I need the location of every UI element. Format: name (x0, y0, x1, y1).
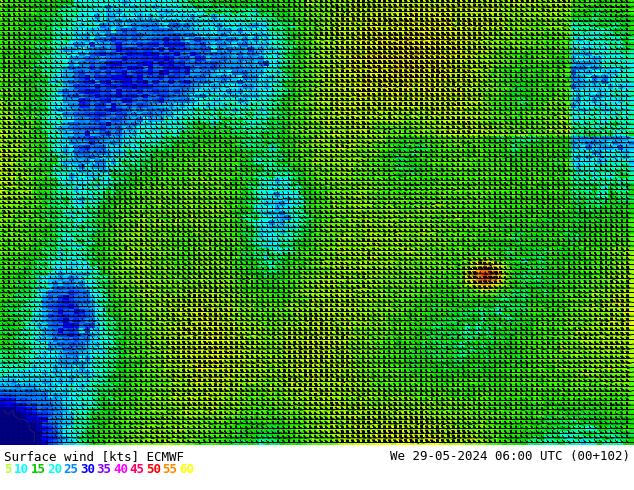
Text: Surface wind [kts] ECMWF: Surface wind [kts] ECMWF (4, 450, 184, 463)
Text: 5: 5 (4, 463, 11, 476)
Text: 15: 15 (30, 463, 46, 476)
Text: 25: 25 (63, 463, 79, 476)
Text: 60: 60 (179, 463, 194, 476)
Text: 55: 55 (162, 463, 178, 476)
Text: 45: 45 (129, 463, 145, 476)
Text: 35: 35 (96, 463, 112, 476)
Text: 50: 50 (146, 463, 161, 476)
Text: 10: 10 (14, 463, 29, 476)
Text: 20: 20 (47, 463, 62, 476)
Text: We 29-05-2024 06:00 UTC (00+102): We 29-05-2024 06:00 UTC (00+102) (390, 450, 630, 463)
Text: 30: 30 (80, 463, 95, 476)
Text: 40: 40 (113, 463, 128, 476)
